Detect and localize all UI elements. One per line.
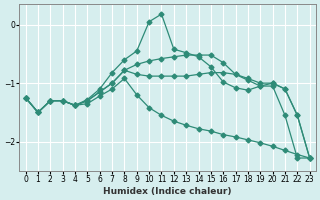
X-axis label: Humidex (Indice chaleur): Humidex (Indice chaleur) xyxy=(103,187,232,196)
